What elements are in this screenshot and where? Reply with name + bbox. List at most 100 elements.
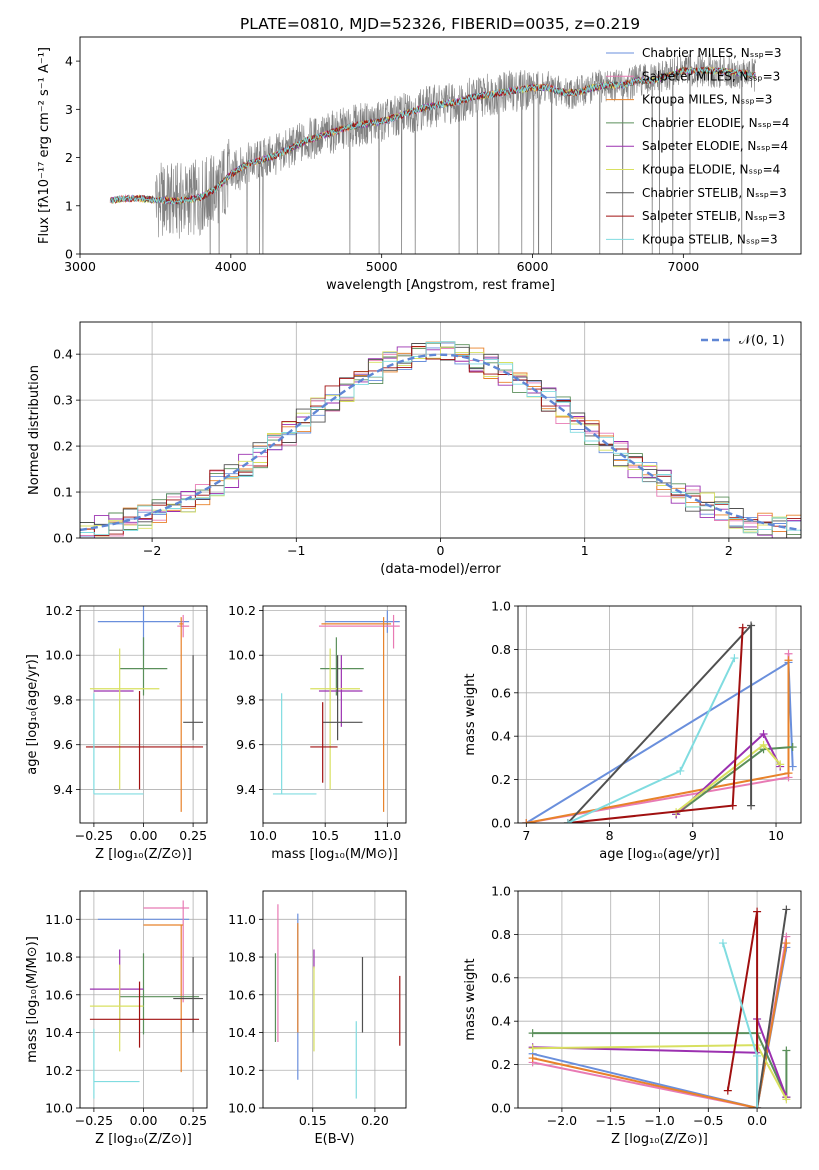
age_vs_mass-ytick-label: 10.2 [228, 603, 256, 618]
mass_vs_Z-ylabel: mass [log₁₀(M/M⊙)] [25, 936, 40, 1063]
residual-histogram [80, 342, 801, 536]
mw_vs_age-xtick-label: 9 [689, 828, 697, 843]
mass-weight-line [532, 1032, 788, 1098]
residuals-ytick-label: 0.4 [53, 347, 73, 362]
mass_vs_Z-xlabel: Z [log₁₀(Z/Z⊙)] [95, 1132, 192, 1147]
mw_vs_Z-ytick-label: 1.0 [491, 884, 511, 899]
chart-panels: 3000 4000 5000 6000 7000 0 1 2 3 4 wavelength [Ang… [25, 36, 802, 1147]
mass_vs_ebv-ytick-label: 10.0 [228, 1101, 256, 1116]
legend-label: Kroupa ELODIE, Nₛₛₚ=4 [642, 163, 780, 177]
spectrum-axes: 3000 4000 5000 6000 7000 0 1 2 3 4 wavelength [Ang… [37, 36, 802, 293]
mw_vs_Z-xtick-label: 0.0 [747, 1113, 767, 1128]
mw_vs_Z-axes: −2.0 −1.5 −1.0 −0.5 0.0 0.0 0.2 0.4 0.6 0.8 1.0 Z [… [463, 884, 802, 1147]
residuals-xtick-label: 2 [725, 543, 733, 558]
mass_vs_Z-xtick-label: −0.25 [75, 1113, 113, 1128]
mw_vs_age-ytick-label: 0.6 [491, 685, 511, 700]
legend-label: Chabrier MILES, Nₛₛₚ=3 [642, 46, 782, 60]
legend-label: 𝒩(0, 1) [739, 332, 785, 347]
mass-weight-marker [747, 621, 756, 630]
mw_vs_Z-ytick-label: 0.6 [491, 970, 511, 985]
spectrum-xlabel: wavelength [Angstrom, rest frame] [326, 278, 555, 293]
normal-curve [80, 353, 801, 532]
mass-weight-marker [782, 939, 791, 948]
age_vs_mass-xtick-label: 10.5 [311, 828, 339, 843]
residuals-ytick-label: 0.3 [53, 393, 73, 408]
age_vs_Z-ytick-label: 10.2 [45, 603, 73, 618]
age_vs_Z-ylabel: age [log₁₀(age/yr)] [25, 654, 40, 775]
spectrum-ytick-label: 4 [65, 54, 73, 69]
mass-weight-marker [747, 801, 756, 810]
age_vs_Z-xtick-label: 0.25 [179, 828, 207, 843]
mass_vs_ebv-xtick-label: 0.15 [299, 1113, 327, 1128]
spectrum-xtick-label: 6000 [517, 259, 549, 274]
spectrum-frame [79, 36, 802, 255]
mass-weight-marker [738, 623, 747, 632]
spectrum-ytick-label: 2 [65, 150, 73, 165]
residuals-xtick-label: −2 [143, 543, 161, 558]
mw_vs_Z-frame [517, 890, 802, 1109]
spectrum-ytick-label: 3 [65, 102, 73, 117]
mass_vs_Z-ytick-label: 10.8 [45, 950, 73, 965]
mass_vs_Z-ytick-label: 10.2 [45, 1063, 73, 1078]
mass-weight-marker [782, 905, 791, 914]
residuals-ytick-label: 0.1 [53, 485, 73, 500]
mass_vs_Z-plot-area [89, 900, 204, 1099]
mass_vs_ebv-ytick-label: 10.4 [228, 1025, 256, 1040]
model-spectrum-line [109, 67, 756, 206]
residual-histogram [80, 345, 801, 536]
age_vs_Z-axes: −0.25 0.00 0.25 9.4 9.6 9.8 10.0 10.2 Z [log₁₀(Z… [25, 603, 208, 862]
mass-weight-marker [776, 760, 785, 769]
age_vs_Z-ytick-label: 9.8 [53, 692, 73, 707]
mass-weight-marker [753, 1051, 762, 1060]
mass-weight-marker [788, 743, 797, 752]
mass-weight-marker [528, 1044, 537, 1053]
mass-weight-marker [728, 801, 737, 810]
mw_vs_Z-ytick-label: 0.4 [491, 1014, 511, 1029]
mass-weight-marker [753, 1104, 762, 1108]
residuals-ytick-label: 0.2 [53, 439, 73, 454]
mw_vs_age-axes: 7 8 9 10 0.0 0.2 0.4 0.6 0.8 1.0 age [log₁₀(age/yr… [463, 599, 802, 862]
age_vs_Z-frame [79, 605, 208, 824]
residuals-xlabel: (data-model)/error [380, 562, 501, 577]
age_vs_mass-ytick-label: 9.6 [236, 737, 256, 752]
mass-weight-marker [563, 819, 572, 823]
mass-weight-marker [784, 656, 793, 665]
mass_vs_Z-xtick-label: 0.25 [179, 1113, 207, 1128]
spectrum-xtick-label: 4000 [215, 259, 247, 274]
mw_vs_age-xtick-label: 10 [768, 828, 784, 843]
mass_vs_ebv-ytick-label: 10.8 [228, 950, 256, 965]
mass_vs_ebv-ytick-label: 11.0 [228, 912, 256, 927]
age_vs_mass-ytick-label: 9.8 [236, 692, 256, 707]
mass_vs_ebv-ytick-label: 10.6 [228, 987, 256, 1002]
spectrum-ylabel: Flux [fλ10⁻¹⁷ erg cm⁻² s⁻¹ A⁻¹] [37, 47, 52, 244]
legend-label: Salpeter MILES, Nₛₛₚ=3 [642, 69, 780, 83]
age_vs_Z-plot-area [85, 606, 204, 812]
mass_vs_Z-axes: −0.25 0.00 0.25 10.0 10.2 10.4 10.6 10.8 11.0 Z [… [25, 890, 208, 1147]
age_vs_mass-ytick-label: 10.0 [228, 648, 256, 663]
mass-weight-marker [784, 769, 793, 778]
mass-weight-marker [759, 730, 768, 739]
mass-weight-marker [753, 907, 762, 916]
mw_vs_Z-ytick-label: 0.0 [491, 1101, 511, 1116]
residuals-plot-area [80, 341, 801, 538]
mw_vs_age-ytick-label: 0.2 [491, 772, 511, 787]
age_vs_Z-xlabel: Z [log₁₀(Z/Z⊙)] [95, 847, 192, 862]
mass-weight-marker [718, 939, 727, 948]
mass-weight-line [756, 909, 788, 1108]
age_vs_Z-ytick-label: 9.4 [53, 782, 73, 797]
mass-weight-line [567, 622, 753, 823]
age_vs_mass-xtick-label: 11.0 [373, 828, 401, 843]
spectrum-xtick-label: 5000 [366, 259, 398, 274]
mw_vs_Z-xtick-label: −1.5 [596, 1113, 626, 1128]
age_vs_Z-ytick-label: 10.0 [45, 648, 73, 663]
mw_vs_age-xtick-label: 7 [522, 828, 530, 843]
residuals-xtick-label: −1 [287, 543, 305, 558]
residual-histogram [80, 341, 801, 536]
mass_vs_ebv-ytick-label: 10.2 [228, 1063, 256, 1078]
legend-label: Salpeter STELIB, Nₛₛₚ=3 [642, 209, 786, 223]
age_vs_mass-xlabel: mass [log₁₀(M/M⊙)] [271, 847, 398, 862]
age_vs_mass-xtick-label: 10.0 [249, 828, 277, 843]
residuals-frame [79, 321, 802, 539]
observed-spectrum-line [155, 53, 756, 254]
mw_vs_age-ytick-label: 0.4 [491, 729, 511, 744]
